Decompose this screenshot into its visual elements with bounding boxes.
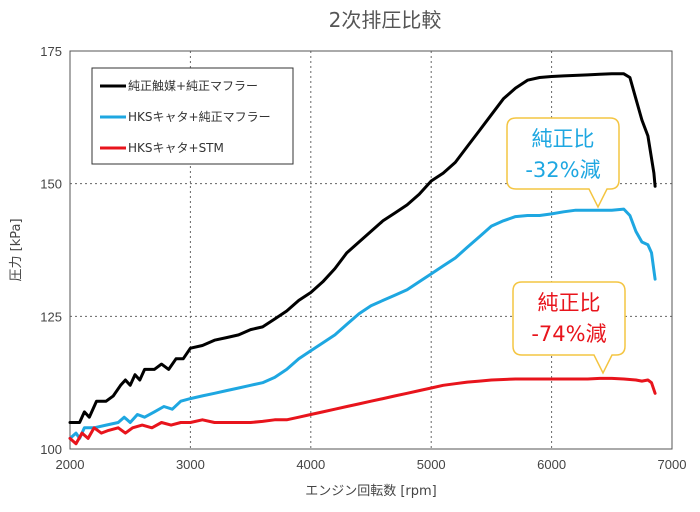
callout-box-2 (512, 281, 626, 375)
x-tick-label: 2000 (56, 457, 85, 472)
series-line-1 (68, 72, 657, 424)
series-line-3 (68, 376, 657, 446)
x-tick-label: 6000 (537, 457, 566, 472)
legend: 純正触媒+純正マフラー HKSキャタ+純正マフラー HKSキャタ+STM (91, 67, 294, 165)
series-line-2 (68, 207, 657, 440)
legend-label-3: HKSキャタ+STM (128, 141, 224, 155)
x-tick-label: 7000 (658, 457, 687, 472)
legend-label-1: 純正触媒+純正マフラー (128, 79, 258, 93)
callout-line2-1: -32%減 (525, 158, 600, 182)
y-tick-label: 175 (40, 44, 62, 59)
y-tick-label: 100 (40, 442, 62, 457)
legend-label-2: HKSキャタ+純正マフラー (128, 110, 271, 124)
callout-line1-1: 純正比 (532, 127, 595, 151)
x-tick-label: 4000 (296, 457, 325, 472)
callout-box-1 (506, 117, 620, 209)
chart-title: 2次排圧比較 (329, 8, 442, 32)
y-axis-label: 圧力 [kPa] (9, 218, 24, 281)
series-layer (68, 72, 657, 446)
x-tick-label: 5000 (417, 457, 446, 472)
callout-line2-2: -74%減 (531, 322, 606, 346)
ticks-layer: 2000 3000 4000 5000 6000 7000 100 125 150 175 (40, 44, 686, 472)
x-axis-label: エンジン回転数 [rpm] (305, 484, 437, 499)
callout-line1-2: 純正比 (538, 291, 601, 315)
y-tick-label: 125 (40, 309, 62, 324)
plot-frame (69, 50, 673, 450)
x-tick-label: 3000 (176, 457, 205, 472)
y-tick-label: 150 (40, 177, 62, 192)
